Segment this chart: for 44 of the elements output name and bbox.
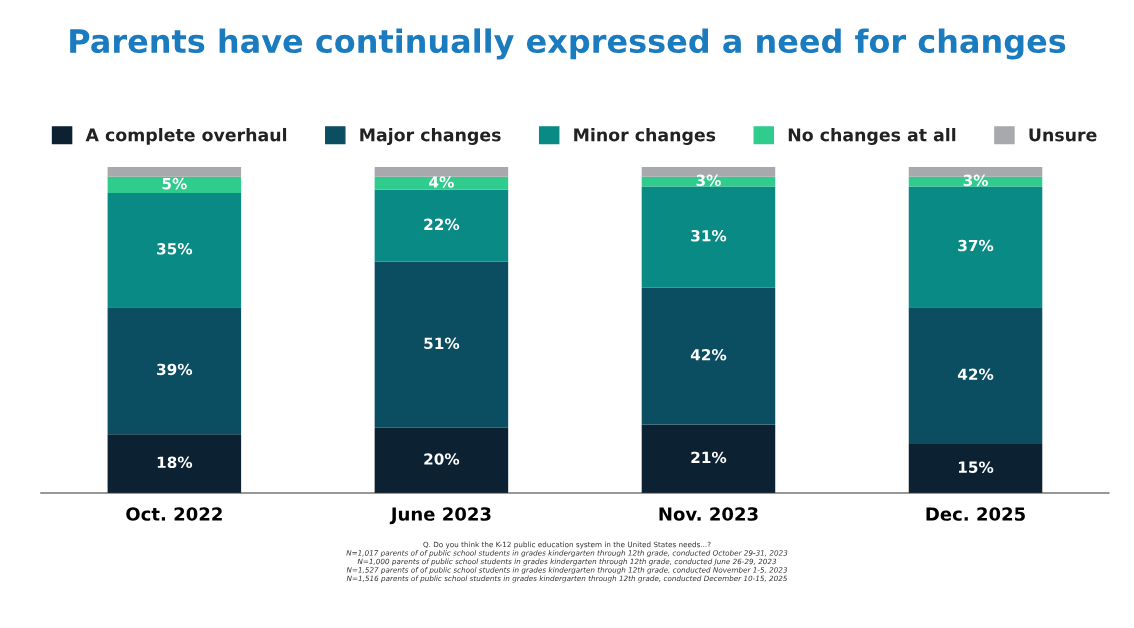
- data-label: 51%: [424, 337, 460, 350]
- bar: [641, 424, 776, 493]
- bar: [374, 261, 509, 428]
- bar: [641, 287, 776, 425]
- bar: [107, 167, 242, 177]
- data-label: 3%: [696, 174, 721, 187]
- bar: [374, 427, 509, 493]
- bar: [908, 176, 1043, 187]
- legend-label: Minor changes: [574, 127, 716, 145]
- x-tick-label: June 2023: [389, 507, 491, 525]
- data-label: 31%: [691, 230, 727, 242]
- data-label: 22%: [424, 218, 460, 231]
- bar: [908, 307, 1043, 445]
- x-tick-label: Oct. 2022: [126, 507, 222, 521]
- bar: [374, 189, 509, 262]
- data-label: 15%: [958, 461, 994, 473]
- bar: [107, 193, 242, 308]
- bar: [641, 186, 776, 288]
- bar: [107, 434, 242, 493]
- data-label: 42%: [690, 348, 727, 361]
- legend-label: A complete overhaul: [85, 127, 287, 145]
- data-label: 21%: [691, 451, 727, 464]
- legend-label: Major changes: [360, 127, 501, 145]
- data-label: 20%: [424, 453, 460, 465]
- data-label: 4%: [429, 176, 454, 188]
- bar: [107, 176, 242, 194]
- bar: [641, 176, 776, 187]
- data-label: 3%: [963, 174, 989, 187]
- x-tick-label: Dec. 2025: [926, 507, 1025, 521]
- x-tick-label: Nov. 2023: [659, 507, 758, 521]
- data-label: 35%: [157, 243, 193, 255]
- data-label: 42%: [957, 368, 994, 381]
- legend-label: Unsure: [1029, 128, 1097, 142]
- data-label: 39%: [157, 363, 193, 376]
- bar: [908, 444, 1043, 493]
- bar: [908, 186, 1043, 308]
- chart-title: Parents have continually expressed a need for changes: [70, 28, 1066, 60]
- data-label: 37%: [958, 239, 994, 252]
- data-label: 18%: [157, 456, 193, 469]
- data-label: 5%: [162, 177, 187, 190]
- bar: [107, 307, 242, 435]
- bar: [374, 176, 509, 190]
- bar: [374, 167, 509, 177]
- legend-label: No changes at all: [788, 127, 956, 145]
